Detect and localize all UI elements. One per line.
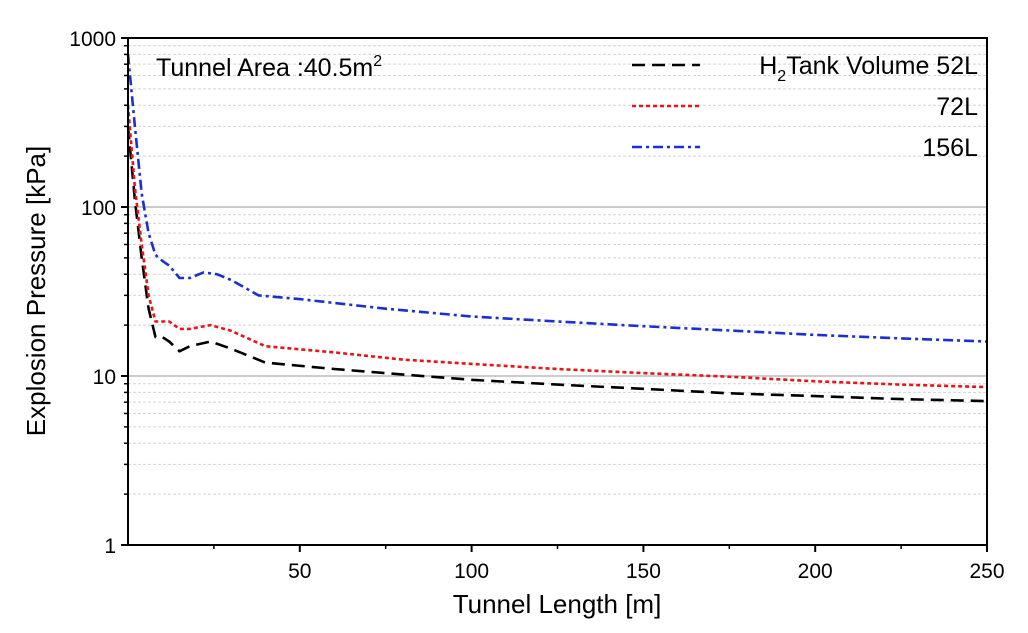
annotation-text: Tunnel Area :40.5m — [156, 54, 373, 82]
legend-label-prefix: H — [759, 52, 777, 80]
series-line-52L — [126, 126, 988, 403]
tunnel-area-annotation: Tunnel Area :40.5m2 — [156, 53, 382, 82]
legend-label-subscript: 2 — [777, 68, 786, 85]
axis-ticks: 50 100 150 200 250 1 10 100 1000 — [69, 28, 1004, 583]
plot-frame — [127, 37, 988, 546]
x-tick-label: 150 — [626, 560, 661, 583]
legend-label-156L: 156L — [922, 134, 978, 162]
legend-label-rest: 72L — [936, 93, 978, 121]
series-line-72L — [126, 105, 988, 389]
annotation-superscript: 2 — [373, 53, 382, 70]
legend: H2Tank Volume 52L 72L 156L — [632, 52, 978, 162]
series-layer — [126, 54, 988, 403]
y-axis-title: Explosion Pressure [kPa] — [21, 146, 51, 436]
x-tick-label: 100 — [454, 560, 489, 583]
x-tick-label: 250 — [969, 560, 1004, 583]
y-tick-label: 100 — [81, 197, 116, 220]
grid — [128, 45, 987, 495]
x-tick-label: 50 — [288, 560, 311, 583]
x-axis-title: Tunnel Length [m] — [453, 589, 662, 619]
y-tick-label: 1 — [104, 535, 116, 558]
y-tick-label: 1000 — [69, 28, 116, 51]
legend-label-52L: H2Tank Volume 52L — [759, 52, 978, 85]
legend-label-rest: Tank Volume 52L — [786, 52, 978, 80]
x-tick-label: 200 — [798, 560, 833, 583]
legend-label-72L: 72L — [936, 93, 978, 121]
legend-label-rest: 156L — [922, 134, 978, 162]
y-tick-label: 10 — [93, 366, 116, 389]
series-line-156L — [126, 54, 988, 343]
